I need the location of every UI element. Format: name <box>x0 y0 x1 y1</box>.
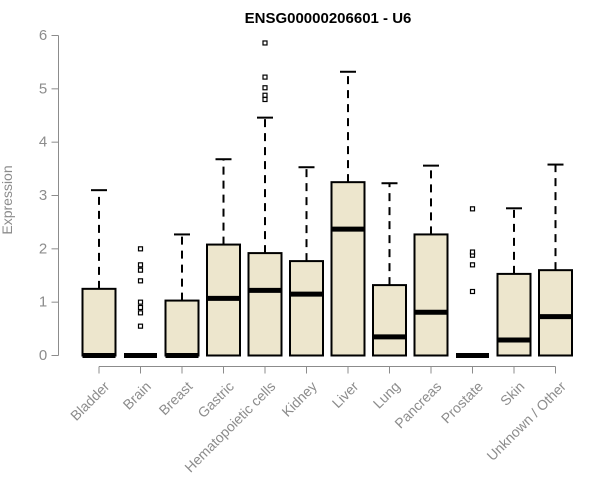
y-tick-label: 2 <box>39 240 47 257</box>
box-group <box>164 233 200 358</box>
y-tick-label: 0 <box>39 347 47 364</box>
x-tick-label: Brain <box>120 378 154 412</box>
x-tick-label: Prostate <box>438 378 486 426</box>
box-group <box>81 189 117 358</box>
x-tick-label: Skin <box>497 378 528 409</box>
outlier-point <box>137 262 144 268</box>
x-tick-label: Bladder <box>67 378 113 424</box>
box-body <box>330 181 366 357</box>
x-tick-label: Unknown / Other <box>483 378 569 464</box>
box-group <box>538 163 573 357</box>
outlier-point <box>469 206 476 212</box>
outlier-point <box>137 310 144 316</box>
x-tick-label: Breast <box>156 378 196 418</box>
outlier-point <box>137 278 144 284</box>
outlier-point <box>469 288 476 295</box>
box-group <box>289 166 324 357</box>
outlier-point <box>137 246 144 252</box>
y-tick-label: 6 <box>39 27 47 44</box>
box-group <box>247 40 283 357</box>
outlier-point <box>469 249 476 255</box>
box-body <box>538 269 573 357</box>
outlier-point <box>137 323 144 329</box>
box-group <box>124 246 157 358</box>
box-body <box>372 284 407 357</box>
box-group <box>413 164 449 357</box>
outlier-point <box>262 40 268 46</box>
box-body <box>496 272 532 357</box>
box-group <box>496 207 532 357</box>
box-group <box>456 206 489 358</box>
outlier-point <box>137 267 144 273</box>
box-body <box>289 260 324 357</box>
box-body <box>413 233 449 357</box>
x-tick-label: Lung <box>370 378 403 411</box>
outlier-point <box>469 262 476 268</box>
outlier-point <box>262 96 268 103</box>
box-body <box>81 287 117 357</box>
box-body <box>164 299 200 357</box>
box-group <box>372 182 407 357</box>
y-tick-label: 1 <box>39 294 47 311</box>
chart-title: ENSG00000206601 - U6 <box>245 10 412 27</box>
boxes <box>81 40 573 358</box>
x-tick-label: Liver <box>329 378 362 411</box>
y-tick-label: 4 <box>39 134 47 151</box>
outlier-point <box>262 74 268 80</box>
outlier-point <box>262 85 268 91</box>
outlier-point <box>137 304 144 311</box>
outlier-point <box>262 92 268 98</box>
outlier-point <box>137 299 144 305</box>
box-group <box>330 70 366 357</box>
y-axis-label: Expression <box>0 165 15 234</box>
y-tick-label: 3 <box>39 187 47 204</box>
x-tick-label: Kidney <box>278 378 320 420</box>
y-tick-label: 5 <box>39 80 47 97</box>
box-body <box>247 252 283 357</box>
box-group <box>206 158 241 357</box>
